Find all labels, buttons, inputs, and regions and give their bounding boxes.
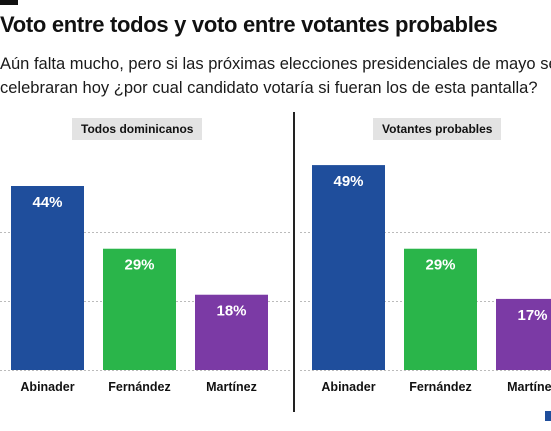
bar-martínez xyxy=(195,294,268,370)
chart-panel-todos: 44% Abinader 29% Fernández 18% Martínez xyxy=(0,186,290,394)
title-accent-bar xyxy=(0,0,18,5)
bar-value-label: 18% xyxy=(216,303,246,320)
panel-title-todos: Todos dominicanos xyxy=(72,118,203,140)
subtitle-line-2: celebraran hoy ¿por cual candidato votar… xyxy=(0,79,538,97)
bar-fernández xyxy=(103,248,176,370)
chart-subtitle: Aún falta mucho, pero si las próximas el… xyxy=(0,52,551,100)
category-label: Fernández xyxy=(108,380,171,394)
bar-martínez xyxy=(496,298,551,370)
category-label: Martínez xyxy=(507,380,551,394)
bar-value-label: 49% xyxy=(333,173,363,190)
category-label: Abinader xyxy=(20,380,74,394)
bar-abinader xyxy=(11,186,84,370)
panel-title-votantes: Votantes probables xyxy=(373,118,502,140)
bar-value-label: 44% xyxy=(32,194,62,211)
chart-title: Voto entre todos y voto entre votantes p… xyxy=(0,12,498,37)
corner-logo-mark xyxy=(545,411,551,421)
bar-charts: 44% Abinader 29% Fernández 18% Martínez 49% Ab… xyxy=(0,165,551,394)
bar-abinader xyxy=(312,165,385,370)
bar-value-label: 29% xyxy=(124,257,154,274)
bar-fernández xyxy=(404,248,477,370)
category-label: Martínez xyxy=(206,380,257,394)
chart-panel-votantes: 49% Abinader 29% Fernández 17% Martínez xyxy=(300,165,551,394)
subtitle-line-1: Aún falta mucho, pero si las próximas el… xyxy=(0,55,551,73)
category-label: Fernández xyxy=(409,380,472,394)
bar-value-label: 17% xyxy=(517,307,547,324)
bar-value-label: 29% xyxy=(425,257,455,274)
category-label: Abinader xyxy=(321,380,375,394)
panel-divider xyxy=(293,112,295,412)
